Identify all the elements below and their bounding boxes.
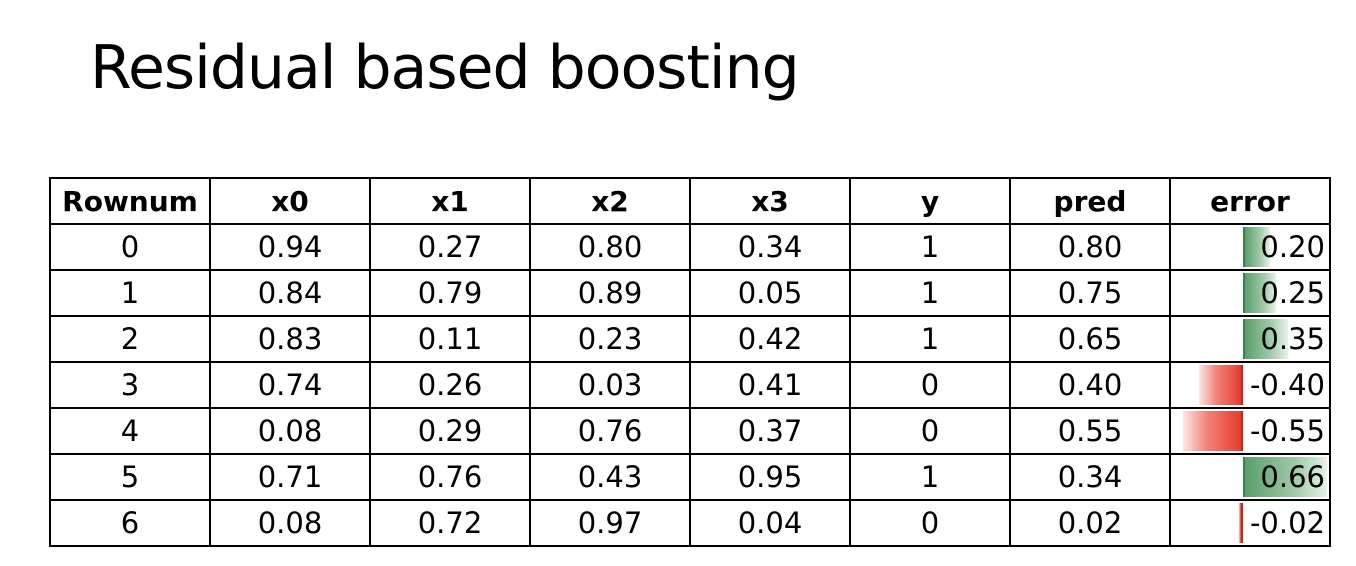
x0-cell: 0.84 (209, 269, 371, 317)
positive-error-bar (1243, 227, 1270, 267)
rownum-cell: 6 (49, 499, 211, 547)
pred-cell: 0.75 (1009, 269, 1171, 317)
error-value: -0.02 (1249, 506, 1325, 540)
error-cell: 0.20 (1169, 223, 1331, 271)
error-value: 0.25 (1260, 276, 1325, 310)
x3-cell: 0.05 (689, 269, 851, 317)
table-row: 6 0.08 0.72 0.97 0.04 0 0.02 -0.02 (49, 499, 1331, 547)
positive-error-bar (1243, 273, 1276, 313)
error-value: 0.66 (1260, 460, 1325, 494)
rownum-cell: 2 (49, 315, 211, 363)
table-row: 1 0.84 0.79 0.89 0.05 1 0.75 0.25 (49, 269, 1331, 317)
column-header-x2: x2 (529, 177, 691, 225)
positive-error-bar (1243, 457, 1327, 497)
pred-cell: 0.55 (1009, 407, 1171, 455)
column-header-x3: x3 (689, 177, 851, 225)
negative-error-bar (1183, 411, 1243, 451)
table-row: 3 0.74 0.26 0.03 0.41 0 0.40 -0.40 (49, 361, 1331, 409)
x1-cell: 0.76 (369, 453, 531, 501)
x2-cell: 0.89 (529, 269, 691, 317)
pred-cell: 0.02 (1009, 499, 1171, 547)
x2-cell: 0.76 (529, 407, 691, 455)
x1-cell: 0.29 (369, 407, 531, 455)
y-cell: 0 (849, 361, 1011, 409)
rownum-cell: 0 (49, 223, 211, 271)
x0-cell: 0.74 (209, 361, 371, 409)
x1-cell: 0.27 (369, 223, 531, 271)
pred-cell: 0.80 (1009, 223, 1171, 271)
column-header-rownum: Rownum (49, 177, 211, 225)
table-row: 2 0.83 0.11 0.23 0.42 1 0.65 0.35 (49, 315, 1331, 363)
y-cell: 1 (849, 223, 1011, 271)
error-cell: 0.35 (1169, 315, 1331, 363)
y-cell: 1 (849, 315, 1011, 363)
error-cell: -0.55 (1169, 407, 1331, 455)
x1-cell: 0.72 (369, 499, 531, 547)
x0-cell: 0.94 (209, 223, 371, 271)
y-cell: 0 (849, 407, 1011, 455)
x2-cell: 0.23 (529, 315, 691, 363)
x0-cell: 0.71 (209, 453, 371, 501)
x3-cell: 0.37 (689, 407, 851, 455)
x2-cell: 0.97 (529, 499, 691, 547)
error-value: -0.55 (1249, 414, 1325, 448)
x3-cell: 0.42 (689, 315, 851, 363)
x0-cell: 0.08 (209, 407, 371, 455)
rownum-cell: 3 (49, 361, 211, 409)
y-cell: 1 (849, 453, 1011, 501)
x3-cell: 0.95 (689, 453, 851, 501)
x0-cell: 0.08 (209, 499, 371, 547)
x1-cell: 0.26 (369, 361, 531, 409)
error-value: -0.40 (1249, 368, 1325, 402)
error-cell: -0.40 (1169, 361, 1331, 409)
error-cell: -0.02 (1169, 499, 1331, 547)
column-header-x1: x1 (369, 177, 531, 225)
table-row: 5 0.71 0.76 0.43 0.95 1 0.34 0.66 (49, 453, 1331, 501)
column-header-x0: x0 (209, 177, 371, 225)
error-cell: 0.66 (1169, 453, 1331, 501)
rownum-cell: 5 (49, 453, 211, 501)
pred-cell: 0.65 (1009, 315, 1171, 363)
error-value: 0.35 (1260, 322, 1325, 356)
negative-error-bar (1239, 503, 1243, 543)
residual-table: Rownum x0 x1 x2 x3 y pred error 0 0.94 0.2… (49, 177, 1331, 547)
negative-error-bar (1199, 365, 1243, 405)
table-body: 0 0.94 0.27 0.80 0.34 1 0.80 0.20 1 0.84 0.79 0.89 0… (49, 223, 1331, 547)
y-cell: 0 (849, 499, 1011, 547)
column-header-error: error (1169, 177, 1331, 225)
table-row: 0 0.94 0.27 0.80 0.34 1 0.80 0.20 (49, 223, 1331, 271)
error-value: 0.20 (1260, 230, 1325, 264)
x3-cell: 0.34 (689, 223, 851, 271)
x3-cell: 0.04 (689, 499, 851, 547)
column-header-y: y (849, 177, 1011, 225)
rownum-cell: 1 (49, 269, 211, 317)
rownum-cell: 4 (49, 407, 211, 455)
positive-error-bar (1243, 319, 1288, 359)
x1-cell: 0.79 (369, 269, 531, 317)
x2-cell: 0.43 (529, 453, 691, 501)
error-cell: 0.25 (1169, 269, 1331, 317)
slide-title: Residual based boosting (90, 33, 800, 103)
header-row: Rownum x0 x1 x2 x3 y pred error (49, 177, 1331, 225)
x0-cell: 0.83 (209, 315, 371, 363)
table-row: 4 0.08 0.29 0.76 0.37 0 0.55 -0.55 (49, 407, 1331, 455)
x3-cell: 0.41 (689, 361, 851, 409)
x1-cell: 0.11 (369, 315, 531, 363)
x2-cell: 0.03 (529, 361, 691, 409)
y-cell: 1 (849, 269, 1011, 317)
pred-cell: 0.40 (1009, 361, 1171, 409)
column-header-pred: pred (1009, 177, 1171, 225)
x2-cell: 0.80 (529, 223, 691, 271)
pred-cell: 0.34 (1009, 453, 1171, 501)
